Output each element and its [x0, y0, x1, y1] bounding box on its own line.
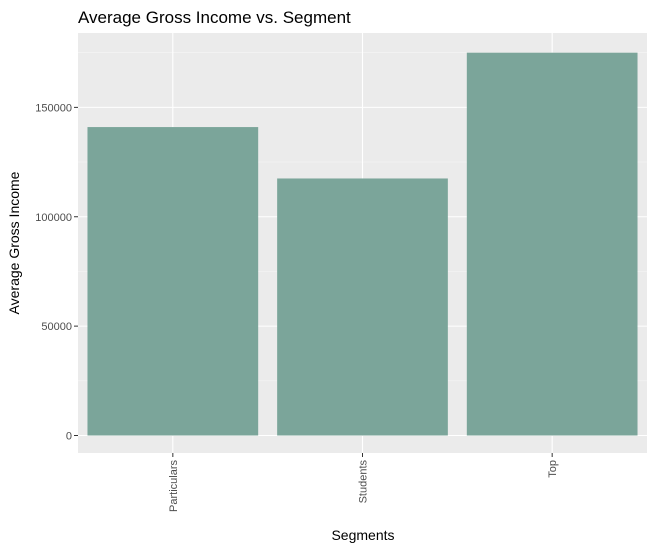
x-axis-title: Segments [331, 527, 394, 543]
bars [87, 52, 638, 436]
x-tick-label: Students [358, 460, 370, 504]
y-tick-label: 100000 [35, 212, 72, 224]
x-axis: Particulars Students Top [168, 453, 559, 512]
bar-particulars [87, 127, 259, 436]
x-tick-label: Particulars [168, 460, 180, 512]
y-axis: 0 50000 100000 150000 [35, 102, 78, 443]
bar-students [277, 178, 448, 436]
chart-title: Average Gross Income vs. Segment [78, 8, 351, 27]
y-tick-label: 0 [66, 431, 72, 443]
y-tick-label: 50000 [41, 321, 72, 333]
y-tick-label: 150000 [35, 102, 72, 114]
y-axis-title: Average Gross Income [6, 171, 22, 314]
x-tick-label: Top [547, 460, 559, 478]
bar-top [466, 52, 638, 436]
